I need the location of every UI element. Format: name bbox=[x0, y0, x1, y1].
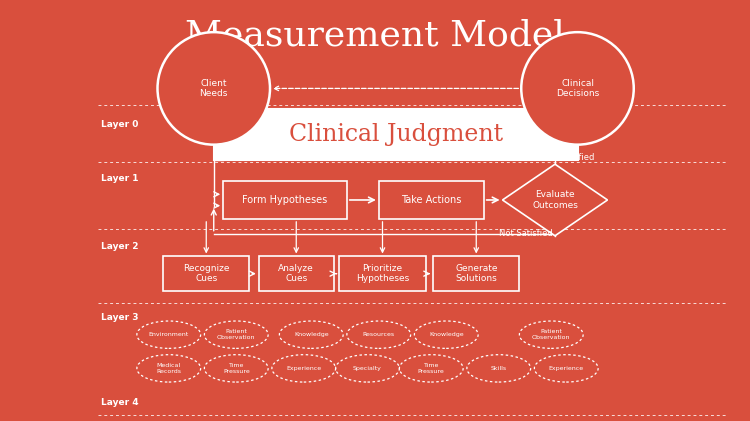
Text: Take Actions: Take Actions bbox=[401, 195, 461, 205]
Text: Medical
Records: Medical Records bbox=[156, 363, 182, 374]
Text: Layer 3: Layer 3 bbox=[101, 313, 139, 322]
Text: Analyze
Cues: Analyze Cues bbox=[278, 264, 314, 283]
Text: Layer 2: Layer 2 bbox=[101, 242, 139, 251]
Text: Resources: Resources bbox=[363, 332, 394, 337]
Text: Layer 4: Layer 4 bbox=[101, 397, 139, 407]
Text: Measurement Model: Measurement Model bbox=[185, 19, 565, 53]
Text: Experience: Experience bbox=[286, 366, 321, 371]
FancyBboxPatch shape bbox=[339, 256, 426, 291]
Text: Patient
Observation: Patient Observation bbox=[532, 329, 571, 340]
Text: Satisfied: Satisfied bbox=[559, 153, 596, 162]
Text: Time
Pressure: Time Pressure bbox=[223, 363, 250, 374]
FancyBboxPatch shape bbox=[224, 181, 346, 219]
Text: Skills: Skills bbox=[490, 366, 507, 371]
Ellipse shape bbox=[158, 32, 270, 145]
Text: Knowledge: Knowledge bbox=[294, 332, 328, 337]
Text: Time
Pressure: Time Pressure bbox=[418, 363, 445, 374]
FancyBboxPatch shape bbox=[164, 256, 249, 291]
FancyBboxPatch shape bbox=[433, 256, 519, 291]
Text: Evaluate
Outcomes: Evaluate Outcomes bbox=[532, 190, 578, 210]
Text: Recognize
Cues: Recognize Cues bbox=[183, 264, 230, 283]
Text: Clinical Judgment: Clinical Judgment bbox=[289, 123, 502, 146]
Text: Layer 0: Layer 0 bbox=[101, 120, 139, 129]
Ellipse shape bbox=[521, 32, 634, 145]
Text: Specialty: Specialty bbox=[353, 366, 382, 371]
Text: Knowledge: Knowledge bbox=[429, 332, 464, 337]
Text: Client
Needs: Client Needs bbox=[200, 79, 228, 98]
FancyBboxPatch shape bbox=[379, 181, 484, 219]
Text: Prioritize
Hypotheses: Prioritize Hypotheses bbox=[356, 264, 410, 283]
Text: Not Satisfied: Not Satisfied bbox=[499, 229, 553, 238]
Polygon shape bbox=[503, 164, 608, 236]
Text: Environment: Environment bbox=[148, 332, 189, 337]
Text: Generate
Solutions: Generate Solutions bbox=[455, 264, 497, 283]
Text: Form Hypotheses: Form Hypotheses bbox=[242, 195, 328, 205]
FancyBboxPatch shape bbox=[214, 109, 578, 160]
Text: Clinical
Decisions: Clinical Decisions bbox=[556, 79, 599, 98]
FancyBboxPatch shape bbox=[259, 256, 334, 291]
Text: Patient
Observation: Patient Observation bbox=[217, 329, 256, 340]
Text: Experience: Experience bbox=[549, 366, 584, 371]
Text: Layer 1: Layer 1 bbox=[101, 174, 139, 184]
